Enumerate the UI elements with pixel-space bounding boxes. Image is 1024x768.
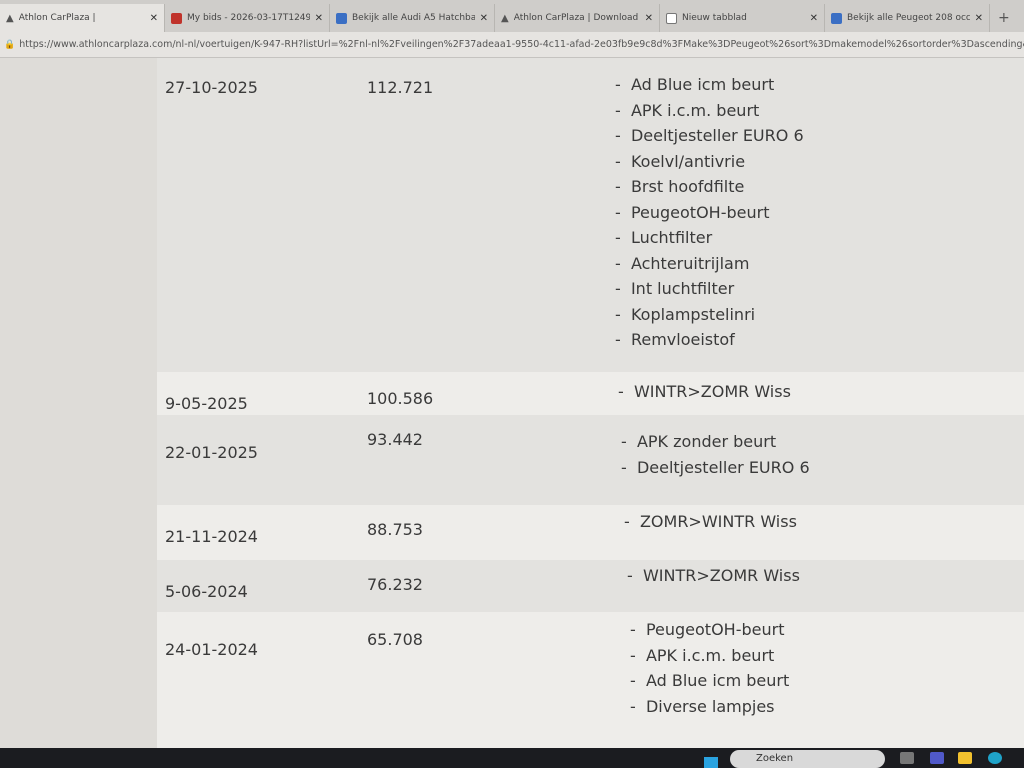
athlon-icon: ▲ [501,12,509,24]
service-date: 9-05-2025 [165,394,248,413]
service-item: ZOMR>WINTR Wiss [624,509,797,535]
edge-icon[interactable] [988,752,1002,764]
mileage: 88.753 [367,520,423,539]
site-icon [336,12,347,24]
history-row: 24-01-2024 65.708 PeugeotOH-beurtAPK i.c.m… [157,612,1024,750]
address-bar[interactable]: 🔒 https://www.athloncarplaza.com/nl-nl/vo… [0,32,1024,58]
tab-title: Athlon CarPlaza | [18,13,96,23]
task-view-icon[interactable] [900,752,914,764]
service-item: Deeltjesteller EURO 6 [615,123,804,149]
mileage: 76.232 [367,575,423,594]
athlon-icon: ▲ [6,12,14,24]
service-items-list: PeugeotOH-beurtAPK i.c.m. beurtAd Blue i… [630,617,789,719]
service-item: Koplampstelinri [615,302,804,328]
page-icon [666,12,677,24]
close-tab-icon[interactable]: ✕ [809,12,818,24]
tab-title: Bekijk alle Peugeot 208 occasions [847,13,970,23]
site-icon [831,12,842,24]
url-text[interactable]: https://www.athloncarplaza.com/nl-nl/voe… [19,39,1024,50]
history-row: 9-05-2025 100.586 WINTR>ZOMR Wiss [157,372,1024,415]
lock-icon: 🔒 [4,39,16,50]
service-item: Ad Blue icm beurt [615,72,804,98]
browser-tab[interactable]: Bekijk alle Audi A5 Hatchback occ... ✕ [330,4,495,32]
tab-title: My bids - 2026-03-17T124922.674 [187,13,310,23]
mileage: 112.721 [367,78,434,97]
close-tab-icon[interactable]: ✕ [149,12,158,24]
service-item: APK i.c.m. beurt [615,98,804,124]
history-row: 21-11-2024 88.753 ZOMR>WINTR Wiss [157,505,1024,560]
service-item: APK zonder beurt [621,429,810,455]
service-item: WINTR>ZOMR Wiss [627,563,800,589]
tab-bar: ▲ Athlon CarPlaza | ✕ My bids - 2026-03-17T… [0,0,1024,32]
service-item: Brst hoofdfilte [615,174,804,200]
close-tab-icon[interactable]: ✕ [974,12,983,24]
service-item: Diverse lampjes [630,694,789,720]
tab-title: Athlon CarPlaza | Download histor [513,13,640,23]
history-row: 22-01-2025 93.442 APK zonder beurtDeeltjes… [157,415,1024,505]
tab-title: Nieuw tabblad [682,13,747,23]
browser-tab[interactable]: ▲ Athlon CarPlaza | Download histor ✕ [495,4,660,32]
taskbar-search[interactable]: Zoeken [730,750,885,768]
browser-tab[interactable]: My bids - 2026-03-17T124922.674 ✕ [165,4,330,32]
service-item: APK i.c.m. beurt [630,643,789,669]
close-tab-icon[interactable]: ✕ [479,12,488,24]
service-item: Achteruitrijlam [615,251,804,277]
service-items-list: WINTR>ZOMR Wiss [618,379,791,405]
service-item: Deeltjesteller EURO 6 [621,455,810,481]
service-items-list: APK zonder beurtDeeltjesteller EURO 6 [621,429,810,480]
service-item: PeugeotOH-beurt [630,617,789,643]
service-items-list: WINTR>ZOMR Wiss [627,563,800,589]
windows-start-icon[interactable] [704,757,718,768]
close-tab-icon[interactable]: ✕ [644,12,653,24]
service-item: Ad Blue icm beurt [630,668,789,694]
service-items-list: Ad Blue icm beurtAPK i.c.m. beurtDeeltje… [615,72,804,353]
history-row: 27-10-2025 112.721 Ad Blue icm beurtAPK i.… [157,58,1024,372]
service-item: WINTR>ZOMR Wiss [618,379,791,405]
tab-title: Bekijk alle Audi A5 Hatchback occ... [352,13,475,23]
service-date: 24-01-2024 [165,640,258,659]
mileage: 93.442 [367,430,423,449]
service-item: Koelvl/antivrie [615,149,804,175]
service-item: Remvloeistof [615,327,804,353]
browser-tab[interactable]: ▲ Athlon CarPlaza | ✕ [0,4,165,32]
service-items-list: ZOMR>WINTR Wiss [624,509,797,535]
service-item: PeugeotOH-beurt [615,200,804,226]
service-date: 5-06-2024 [165,582,248,601]
service-item: Int luchtfilter [615,276,804,302]
service-date: 22-01-2025 [165,443,258,462]
teams-icon[interactable] [930,752,944,764]
browser-tab[interactable]: Bekijk alle Peugeot 208 occasions ✕ [825,4,990,32]
mileage: 100.586 [367,389,434,408]
new-tab-button[interactable]: + [998,10,1010,26]
browser-tab[interactable]: Nieuw tabblad ✕ [660,4,825,32]
service-date: 27-10-2025 [165,78,258,97]
close-tab-icon[interactable]: ✕ [314,12,323,24]
pdf-icon [171,12,182,24]
service-date: 21-11-2024 [165,527,258,546]
service-item: Luchtfilter [615,225,804,251]
history-row: 5-06-2024 76.232 WINTR>ZOMR Wiss [157,560,1024,612]
mileage: 65.708 [367,630,423,649]
file-explorer-icon[interactable] [958,752,972,764]
